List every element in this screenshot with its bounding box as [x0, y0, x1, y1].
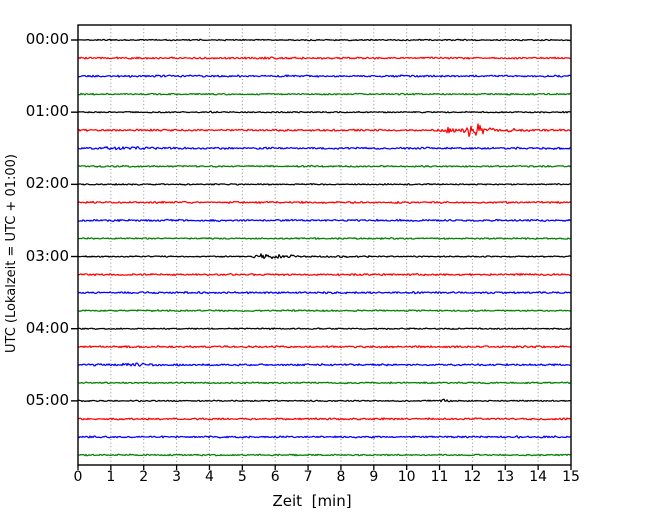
y-tick-label: 02:00 — [25, 174, 69, 193]
x-tick-label: 2 — [139, 469, 149, 485]
seismic-trace-0030 — [78, 74, 571, 78]
y-tick-label: 05:00 — [25, 390, 69, 409]
seismic-trace-0130 — [78, 146, 571, 151]
x-tick-label: 4 — [204, 469, 214, 485]
seismic-trace-0245 — [78, 236, 571, 240]
y-tick-label: 04:00 — [25, 318, 69, 337]
seismic-trace-0300 — [78, 253, 571, 260]
x-tick-label: 12 — [463, 469, 482, 485]
x-tick-label: 0 — [73, 469, 83, 485]
x-tick-label: 14 — [529, 469, 548, 485]
seismic-trace-0345 — [78, 309, 571, 313]
seismic-trace-0430 — [78, 362, 571, 367]
x-tick-label: 15 — [562, 469, 580, 485]
seismic-trace-0200 — [78, 182, 571, 186]
x-tick-label: 1 — [106, 469, 116, 485]
x-tick-label: 13 — [496, 469, 515, 485]
x-tick-label: 9 — [369, 469, 379, 485]
x-tick-label: 8 — [336, 469, 346, 485]
seismic-trace-0015 — [78, 56, 571, 60]
y-tick-label: 03:00 — [25, 246, 69, 265]
x-tick-label: 11 — [430, 469, 449, 485]
seismic-trace-0145 — [78, 164, 571, 168]
seismic-trace-0330 — [78, 290, 571, 295]
seismic-trace-0515 — [78, 417, 571, 421]
seismic-trace-0230 — [78, 218, 571, 223]
x-tick-label: 6 — [270, 469, 280, 485]
y-tick-label: 00:00 — [25, 30, 69, 48]
seismic-trace-0215 — [78, 200, 571, 205]
seismic-trace-0045 — [78, 92, 571, 96]
seismic-trace-0000 — [78, 38, 571, 42]
seismic-trace-0100 — [78, 110, 571, 114]
y-tick-label: 01:00 — [25, 102, 69, 121]
seismic-trace-0500 — [78, 398, 571, 403]
seismic-trace-0445 — [78, 381, 571, 385]
seismic-trace-0530 — [78, 435, 571, 439]
seismic-trace-0315 — [78, 272, 571, 277]
x-tick-label: 7 — [303, 469, 313, 485]
x-axis-label: Zeit [min] — [272, 492, 352, 510]
seismic-trace-0115 — [78, 123, 571, 138]
x-tick-label: 10 — [397, 469, 416, 485]
x-tick-label: 5 — [237, 469, 247, 485]
seismic-trace-0415 — [78, 345, 571, 349]
plot-border — [77, 24, 572, 466]
x-tick-label: 3 — [172, 469, 182, 485]
seismic-trace-0400 — [78, 327, 571, 331]
seismic-trace-0545 — [78, 453, 571, 457]
